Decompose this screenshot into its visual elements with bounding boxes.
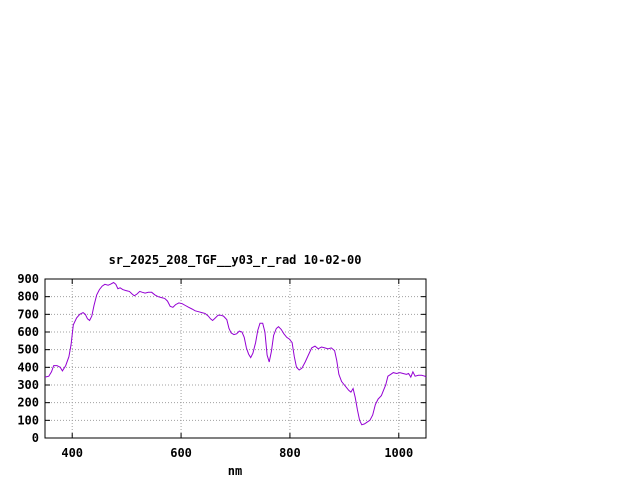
y-tick-label: 500	[17, 343, 39, 357]
y-tick-label: 700	[17, 307, 39, 321]
series-layer	[44, 281, 427, 426]
chart-title: sr_2025_208_TGF__y03_r_rad 10-02-00	[109, 253, 362, 268]
x-axis-label: nm	[228, 464, 242, 478]
x-tick-label: 600	[170, 446, 192, 460]
y-tick-label: 800	[17, 290, 39, 304]
y-tick-label: 900	[17, 272, 39, 286]
y-tick-label: 100	[17, 413, 39, 427]
plot-frame	[44, 278, 427, 439]
axis-ticks: 0 100 200 300 400 500 600 700 800 900 400 600 800 100…	[17, 272, 426, 460]
y-tick-label: 400	[17, 360, 39, 374]
y-tick-label: 0	[32, 431, 39, 445]
series-line	[44, 281, 427, 426]
y-tick-label: 600	[17, 325, 39, 339]
x-tick-label: 400	[61, 446, 83, 460]
x-tick-label: 1000	[384, 446, 413, 460]
y-tick-label: 200	[17, 396, 39, 410]
x-tick-label: 800	[279, 446, 301, 460]
grid-lines	[45, 279, 426, 438]
y-tick-label: 300	[17, 378, 39, 392]
